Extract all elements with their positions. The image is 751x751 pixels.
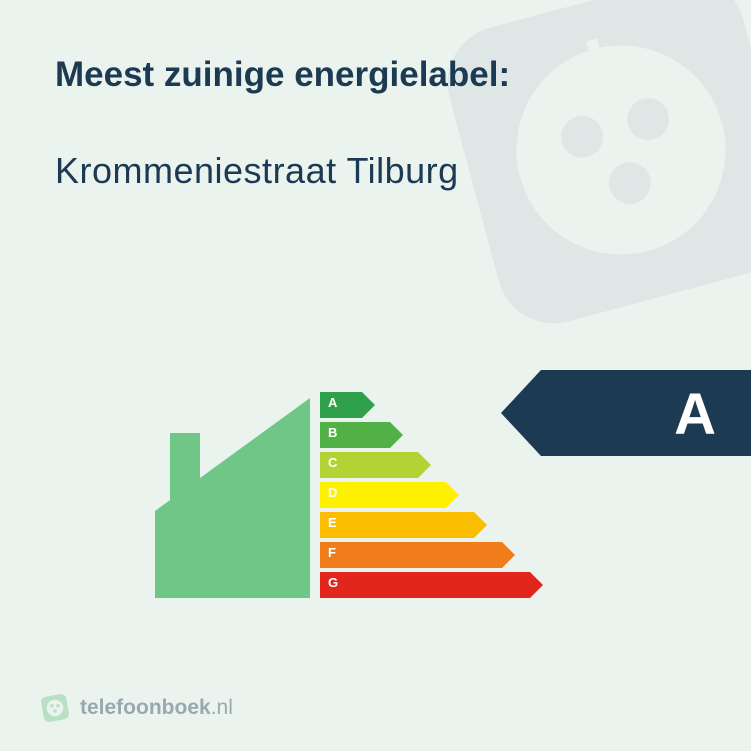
page-title: Meest zuinige energielabel: <box>55 55 696 95</box>
bar-letter: E <box>328 515 337 530</box>
bar-letter: G <box>328 575 338 590</box>
house-icon <box>155 398 310 598</box>
bar-shape-icon <box>320 512 487 538</box>
street-name: Krommeniestraat Tilburg <box>55 150 696 192</box>
result-letter: A <box>674 381 716 448</box>
bar-shape-icon <box>320 572 543 598</box>
footer: telefoonboek.nl <box>40 693 233 723</box>
footer-brand-tld: .nl <box>211 696 233 719</box>
content-area: Meest zuinige energielabel: Krommeniestr… <box>0 0 751 192</box>
footer-brand: telefoonboek.nl <box>80 696 233 720</box>
bar-letter: C <box>328 455 337 470</box>
bar-letter: A <box>328 395 337 410</box>
footer-logo-icon <box>40 693 70 723</box>
bar-letter: F <box>328 545 336 560</box>
footer-brand-name: telefoonboek <box>80 696 211 719</box>
bar-letter: D <box>328 485 337 500</box>
bar-letter: B <box>328 425 337 440</box>
bar-shape-icon <box>320 542 515 568</box>
bar-shape-icon <box>320 482 459 508</box>
